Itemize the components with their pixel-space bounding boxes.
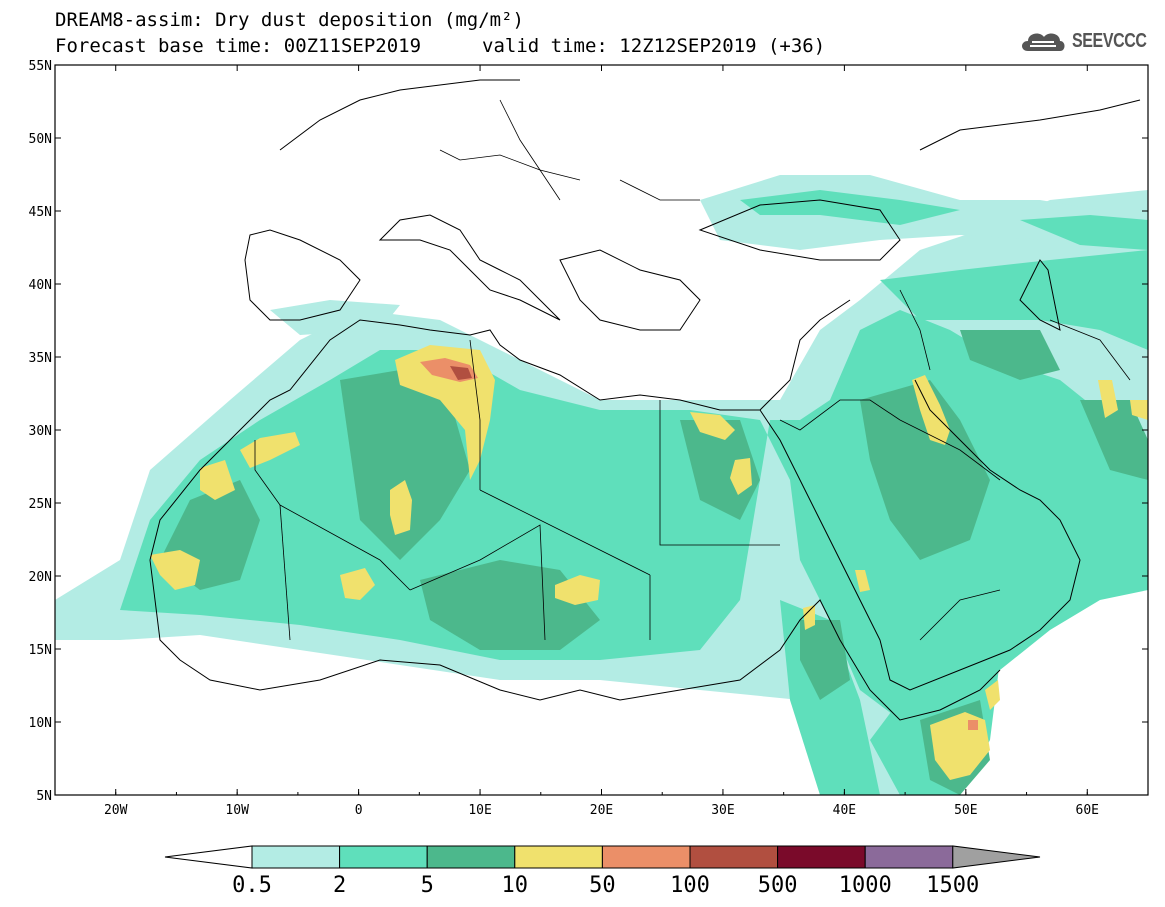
lon-label: 10E (468, 803, 491, 818)
lon-label: 0 (355, 803, 363, 818)
logo-text: SEEVCCC (1072, 29, 1147, 52)
colorbar-label: 0.5 (232, 873, 272, 898)
lat-label: 45N (29, 205, 52, 220)
colorbar: 0.5 2 5 10 50 100 500 1000 1500 (164, 845, 1041, 898)
colorbar-label: 5 (421, 873, 434, 898)
colorbar-label: 10 (502, 873, 529, 898)
colorbar-label: 500 (758, 873, 798, 898)
latitude-axis: 55N 50N 45N 40N 35N 30N 25N 20N 15N 10N 5N (29, 59, 1148, 804)
colorbar-label: 100 (670, 873, 710, 898)
colorbar-bin (864, 845, 954, 869)
chart-title: DREAM8-assim: Dry dust deposition (mg/m²… (55, 9, 524, 31)
lat-label: 50N (29, 132, 52, 147)
lat-label: 15N (29, 643, 52, 658)
deposition-field (55, 175, 1148, 795)
lon-label: 20W (104, 803, 128, 818)
lat-label: 20N (29, 570, 52, 585)
contour-100 (450, 366, 472, 380)
colorbar-under-arrow (164, 845, 253, 869)
lat-label: 55N (29, 59, 52, 74)
forecast-base-time: Forecast base time: 00Z11SEP2019 (55, 35, 422, 57)
lon-label: 40E (833, 803, 856, 818)
colorbar-label: 2 (333, 873, 346, 898)
colorbar-bin (689, 845, 779, 869)
colorbar-over-arrow (952, 845, 1041, 869)
colorbar-bin (514, 845, 603, 869)
colorbar-bin (777, 845, 866, 869)
colorbar-label: 1500 (926, 873, 979, 898)
lon-label: 30E (711, 803, 734, 818)
colorbar-bin (251, 845, 341, 869)
lat-label: 25N (29, 497, 52, 512)
seevccc-logo: SEEVCCC (1018, 27, 1165, 55)
colorbar-label: 1000 (839, 873, 892, 898)
lon-label: 50E (954, 803, 977, 818)
contour-5 (160, 330, 1148, 795)
coastlines (149, 79, 1141, 721)
colorbar-bin (426, 845, 516, 869)
lat-label: 35N (29, 351, 52, 366)
lon-label: 20E (590, 803, 613, 818)
colorbar-bin (339, 845, 428, 869)
country-borders (254, 99, 1131, 641)
lat-label: 10N (29, 716, 52, 731)
valid-time: valid time: 12Z12SEP2019 (+36) (482, 35, 826, 57)
cloud-logo-icon (1022, 33, 1065, 51)
lon-label: 60E (1076, 803, 1099, 818)
lat-label: 5N (36, 789, 52, 804)
colorbar-bin (601, 845, 691, 869)
lon-label: 10W (225, 803, 249, 818)
colorbar-label: 50 (589, 873, 616, 898)
lat-label: 40N (29, 278, 52, 293)
lat-label: 30N (29, 424, 52, 439)
longitude-axis: 20W 10W 0 10E 20E 30E 40E 50E 60E (54, 65, 1149, 818)
